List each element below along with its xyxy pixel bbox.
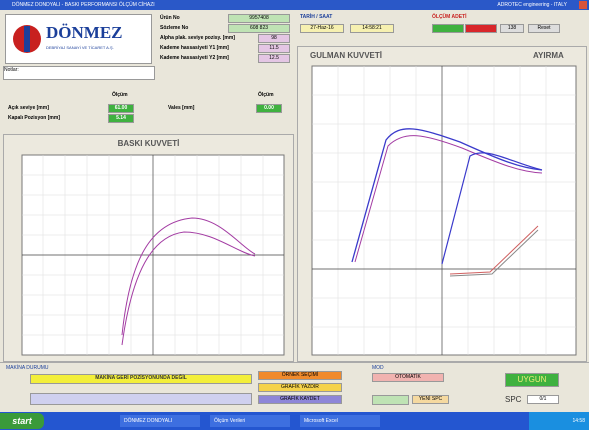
vendor: ADROTEC engineering - ITALY [497, 2, 567, 8]
notes-label: Notlar: [4, 67, 19, 73]
date: 27-Haz-16 [300, 24, 344, 33]
mode-label: MOD [372, 365, 384, 371]
measure-value: 0.00 [256, 104, 282, 113]
action-button[interactable]: GRAFİK KAYDET [258, 395, 342, 404]
count: 138 [500, 24, 524, 33]
mode-button[interactable]: OTOMATİK [372, 373, 444, 382]
mode-lamp [372, 395, 409, 405]
start-button[interactable]: start [0, 413, 44, 429]
field-value: 608 823 [228, 24, 290, 33]
measure-header: Ölçüm [258, 92, 274, 98]
clock: 14:58 [529, 412, 589, 430]
status: MAKİNA GERİ POZİSYONUNDA DEĞİL [30, 374, 252, 384]
task-item[interactable]: Ölçüm Verileri [210, 415, 290, 427]
close-button[interactable] [579, 1, 587, 9]
logo-subtitle: DEBRİYAJ SANAYİ VE TİCARET A.Ş. [46, 45, 114, 50]
field-value: 12.5 [258, 54, 290, 63]
result: UYGUN [505, 373, 559, 387]
field-label: Alpha plak. seviye pozisy. [mm] [160, 35, 235, 41]
datetime-label: TARİH / SAAT [300, 14, 333, 20]
action-button[interactable]: GRAFİK YAZDIR [258, 383, 342, 392]
measure-label: Kapalı Pozisyon [mm] [8, 115, 60, 121]
field-label: Kademe hassasiyeti Y1 [mm] [160, 45, 229, 51]
right-chart-title-2: AYIRMA [533, 51, 564, 60]
field-value: 98 [258, 34, 290, 43]
notes-box: Notlar: [3, 66, 155, 80]
ok-lamp [432, 24, 464, 33]
field-label: Ürün No [160, 15, 180, 21]
measure-header: Ölçüm [112, 92, 128, 98]
time: 14:58:21 [350, 24, 394, 33]
right-chart-title: GULMAN KUVVETİ [310, 51, 382, 60]
right-chart-panel: GULMAN KUVVETİ AYIRMA [297, 46, 587, 362]
left-chart-panel: BASKI KUVVETİ [3, 134, 294, 362]
field-label: Kademe hassasiyeti Y2 [mm] [160, 55, 229, 61]
action-button[interactable]: ÖRNEK SEÇİMİ [258, 371, 342, 380]
spc-value: 0/1 [527, 395, 559, 404]
logo-icon [13, 25, 41, 53]
measure-label: Vales [mm] [168, 105, 195, 111]
taskbar: start DÖNMEZ DONDYALI Ölçüm Verileri Micro… [0, 412, 589, 430]
reset-button[interactable]: Reset [528, 24, 560, 33]
window-title: DÖNMEZ DONDYALI - BASKI PERFORMANSI ÖLÇÜ… [12, 2, 155, 8]
logo: DÖNMEZ DEBRİYAJ SANAYİ VE TİCARET A.Ş. [5, 14, 152, 64]
counter-label: ÖLÇÜM ADETİ [432, 14, 467, 20]
fail-lamp [465, 24, 497, 33]
status-bar [30, 393, 252, 405]
spc-label: SPC [505, 395, 522, 404]
left-chart-title: BASKI KUVVETİ [117, 139, 180, 148]
task-item[interactable]: DÖNMEZ DONDYALI [120, 415, 200, 427]
field-value: 11.5 [258, 44, 290, 53]
measure-label: Açık seviye [mm] [8, 105, 49, 111]
title-bar: DÖNMEZ DONDYALI - BASKI PERFORMANSI ÖLÇÜ… [0, 0, 589, 10]
new-spc-button[interactable]: YENİ SPC [412, 395, 449, 404]
field-value: 9957408 [228, 14, 290, 23]
measure-value: 5.14 [108, 114, 134, 123]
status-label: MAKİNA DURUMU [6, 365, 49, 371]
field-label: Sözleme No [160, 25, 189, 31]
task-item[interactable]: Microsoft Excel [300, 415, 380, 427]
measure-value: 61.00 [108, 104, 134, 113]
logo-name: DÖNMEZ [46, 23, 123, 42]
bottom-panel: MAKİNA DURUMU MAKİNA GERİ POZİSYONUNDA D… [0, 362, 589, 413]
